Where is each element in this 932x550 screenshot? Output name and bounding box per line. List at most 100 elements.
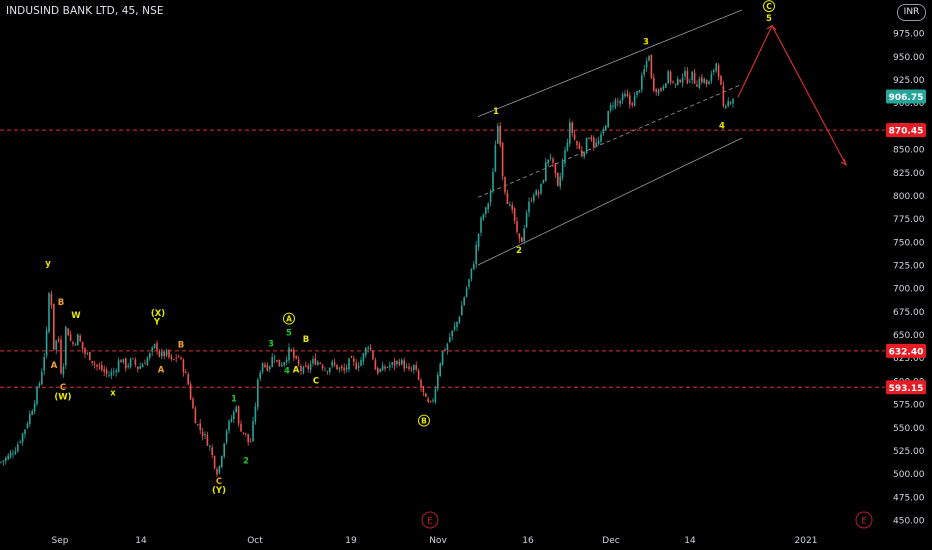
level-price-tag-bg xyxy=(886,343,926,358)
candle-body xyxy=(617,101,619,103)
level-price-tag: 593.15 xyxy=(889,384,924,394)
current-price-tag-bg xyxy=(886,89,926,104)
candle-body xyxy=(341,366,343,369)
candle-body xyxy=(108,375,110,377)
candle-body xyxy=(588,138,590,140)
candle-body xyxy=(681,77,684,83)
candle-body xyxy=(657,89,660,94)
candle-body xyxy=(345,367,348,370)
candle-body xyxy=(576,141,578,146)
candle-body xyxy=(84,348,86,355)
candle-body xyxy=(161,352,163,357)
candle-body xyxy=(103,369,105,372)
wave-label: B xyxy=(421,417,427,426)
candle-body xyxy=(540,183,542,194)
candle-body xyxy=(53,303,55,350)
candle-body xyxy=(511,205,513,210)
wave-label: Y xyxy=(153,317,161,327)
candle-body xyxy=(593,137,595,148)
y-tick-label: 650.00 xyxy=(893,331,925,341)
candle-body xyxy=(43,356,45,371)
candle-body xyxy=(408,366,410,370)
candle-body xyxy=(621,94,624,101)
candle-body xyxy=(149,353,151,358)
candle-body xyxy=(213,455,216,469)
candle-body xyxy=(158,350,161,357)
candle-body xyxy=(257,379,259,407)
currency-button[interactable]: INR xyxy=(897,4,926,21)
candle-body xyxy=(451,330,453,337)
candle-body xyxy=(81,341,84,350)
candle-body xyxy=(290,349,293,351)
candle-body xyxy=(33,403,36,412)
wave-label: (X) xyxy=(151,309,165,319)
candle-body xyxy=(674,83,677,85)
candle-body xyxy=(379,369,381,372)
candle-body xyxy=(26,423,29,429)
price-tags: 870.45 632.40 593.15 906.75 xyxy=(886,89,926,395)
candle-body xyxy=(285,359,288,362)
candle-body xyxy=(633,95,636,107)
candle-body xyxy=(273,358,276,359)
candle-body xyxy=(441,351,444,365)
x-tick-label: 2021 xyxy=(795,536,818,546)
candle-body xyxy=(398,361,401,365)
candle-body xyxy=(165,350,168,356)
candle-body xyxy=(180,357,182,360)
candle-body xyxy=(129,359,132,367)
candle-body xyxy=(293,349,295,358)
candle-body xyxy=(581,150,583,157)
wave-label: 2 xyxy=(243,456,249,466)
candle-body xyxy=(559,176,561,187)
candle-body xyxy=(314,357,317,365)
candle-body xyxy=(173,359,175,360)
candle-body xyxy=(643,69,645,75)
wave-label: 1 xyxy=(493,107,499,117)
candle-body xyxy=(537,192,540,195)
candle-body xyxy=(353,358,355,362)
candle-body xyxy=(566,142,569,151)
candle-body xyxy=(679,79,681,83)
candle-body xyxy=(309,364,312,370)
candle-body xyxy=(72,342,74,345)
candle-body xyxy=(672,81,674,83)
y-tick-label: 700.00 xyxy=(893,285,925,295)
y-tick-label: 900.00 xyxy=(893,99,925,109)
candle-body xyxy=(648,56,650,61)
candle-body xyxy=(41,371,43,385)
x-tick-label: Sep xyxy=(52,536,69,546)
candle-body xyxy=(283,362,285,365)
candle-body xyxy=(151,347,153,352)
candle-body xyxy=(297,359,300,365)
candle-body xyxy=(333,362,336,365)
y-tick-label: 725.00 xyxy=(893,262,925,272)
candle-body xyxy=(477,233,480,247)
candle-body xyxy=(17,444,19,452)
level-price-tag: 632.40 xyxy=(889,347,924,357)
candle-body xyxy=(645,61,648,68)
candle-body xyxy=(713,70,715,73)
time-axis[interactable]: Sep 14 Oct 19 Nov 16 Dec 14 2021 xyxy=(52,536,818,546)
candlestick-series xyxy=(0,54,734,478)
candle-body xyxy=(336,364,338,370)
candle-body xyxy=(427,398,429,402)
candle-body xyxy=(153,343,156,348)
candle-body xyxy=(729,102,732,104)
candle-body xyxy=(305,365,307,367)
wave-label: 3 xyxy=(643,37,649,47)
candle-body xyxy=(170,356,173,359)
candle-body xyxy=(607,110,609,127)
candle-body xyxy=(401,359,403,365)
y-tick-label: 975.00 xyxy=(893,30,925,40)
candle-body xyxy=(261,362,264,372)
candle-body xyxy=(0,461,2,463)
x-tick-label: Nov xyxy=(429,536,447,546)
candle-body xyxy=(492,171,494,191)
candle-body xyxy=(276,359,278,362)
candle-body xyxy=(326,371,329,373)
candle-body xyxy=(470,268,473,279)
candle-body xyxy=(453,326,456,330)
